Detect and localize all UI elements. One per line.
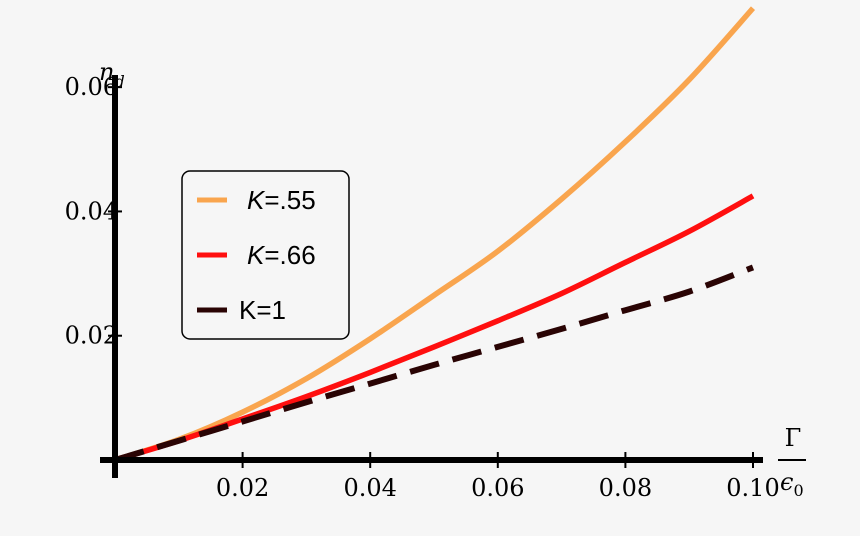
y-ticks: 0.02 0.04 0.06 [65, 73, 122, 350]
y-tick-label: 0.02 [65, 322, 118, 350]
plot-area [114, 6, 756, 463]
series-line-k-1 [114, 264, 755, 463]
x-axis-label: Γ ϵ0 [778, 424, 806, 500]
legend-items: K=.55 K=.66 K=1 [197, 185, 316, 325]
x-tick-label: 0.06 [471, 474, 524, 502]
y-axis-label-subscript: d [114, 72, 124, 91]
legend-box [181, 170, 350, 340]
legend: K=.55 K=.66 K=1 [181, 170, 350, 340]
x-tick-label: 0.02 [216, 474, 269, 502]
y-axis-label: nd [99, 58, 125, 91]
y-tick-label: 0.04 [65, 197, 118, 225]
x-ticks: 0.02 0.04 0.06 0.08 0.10 [216, 452, 780, 502]
y-axis-label-main: n [99, 58, 114, 86]
x-tick-label: 0.04 [343, 474, 396, 502]
x-axis-label-numerator: Γ [785, 424, 802, 452]
y-tick-label: 0.06 [65, 73, 118, 101]
x-tick-label: 0.10 [726, 474, 779, 502]
x-tick-label: 0.08 [599, 474, 652, 502]
legend-label-k-66: K=.66 [247, 240, 316, 270]
legend-label-k-1: K=1 [239, 295, 286, 325]
series-line-k-55 [114, 6, 756, 463]
legend-label-k-55: K=.55 [247, 185, 316, 215]
x-axis-label-denominator: ϵ0 [780, 468, 804, 500]
